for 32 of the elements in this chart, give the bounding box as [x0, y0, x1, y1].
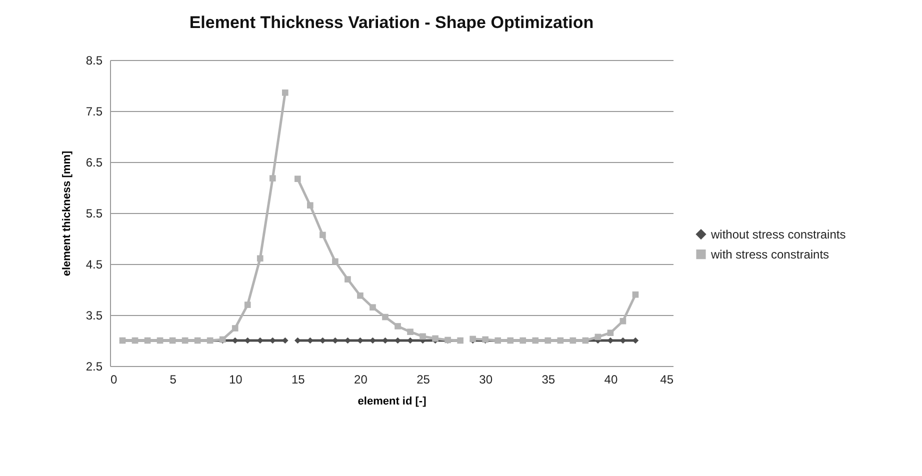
y-tick-label: 4.5 — [86, 258, 103, 272]
x-tick-label: 10 — [228, 372, 243, 386]
x-tick-label: 25 — [416, 372, 430, 386]
point — [594, 334, 602, 340]
point — [269, 175, 276, 182]
y-tick-label: 6.5 — [86, 156, 103, 170]
x-tick-label: 30 — [479, 372, 493, 386]
x-tick-label: 40 — [604, 372, 618, 386]
y-tick-label: 5.5 — [86, 206, 103, 220]
x-tick-label: 45 — [660, 372, 674, 386]
x-tick-label: 15 — [291, 372, 306, 386]
chart-title: Element Thickness Variation - Shape Optimization — [189, 13, 594, 32]
x-tick-label: 5 — [170, 372, 177, 386]
y-axis-title: element thickness [mm] — [60, 150, 73, 276]
y-tick-label: 8.5 — [86, 54, 103, 68]
y-tick-label: 2.5 — [86, 360, 103, 374]
point — [244, 302, 251, 308]
point — [232, 325, 238, 332]
y-tick-label: 3.5 — [86, 308, 103, 322]
legend-label: without stress constraints — [710, 227, 846, 242]
x-axis-title: element id [-] — [358, 396, 427, 408]
point — [632, 291, 639, 298]
point — [282, 89, 288, 96]
x-tick-label: 20 — [354, 372, 368, 386]
x-tick-label: 0 — [110, 372, 118, 386]
point — [632, 337, 639, 344]
x-tick-label: 35 — [542, 372, 556, 386]
point — [620, 318, 626, 324]
point — [256, 255, 264, 262]
legend-label: with stress constraints — [710, 247, 830, 262]
y-tick-label: 7.5 — [86, 104, 103, 118]
point — [607, 330, 614, 336]
